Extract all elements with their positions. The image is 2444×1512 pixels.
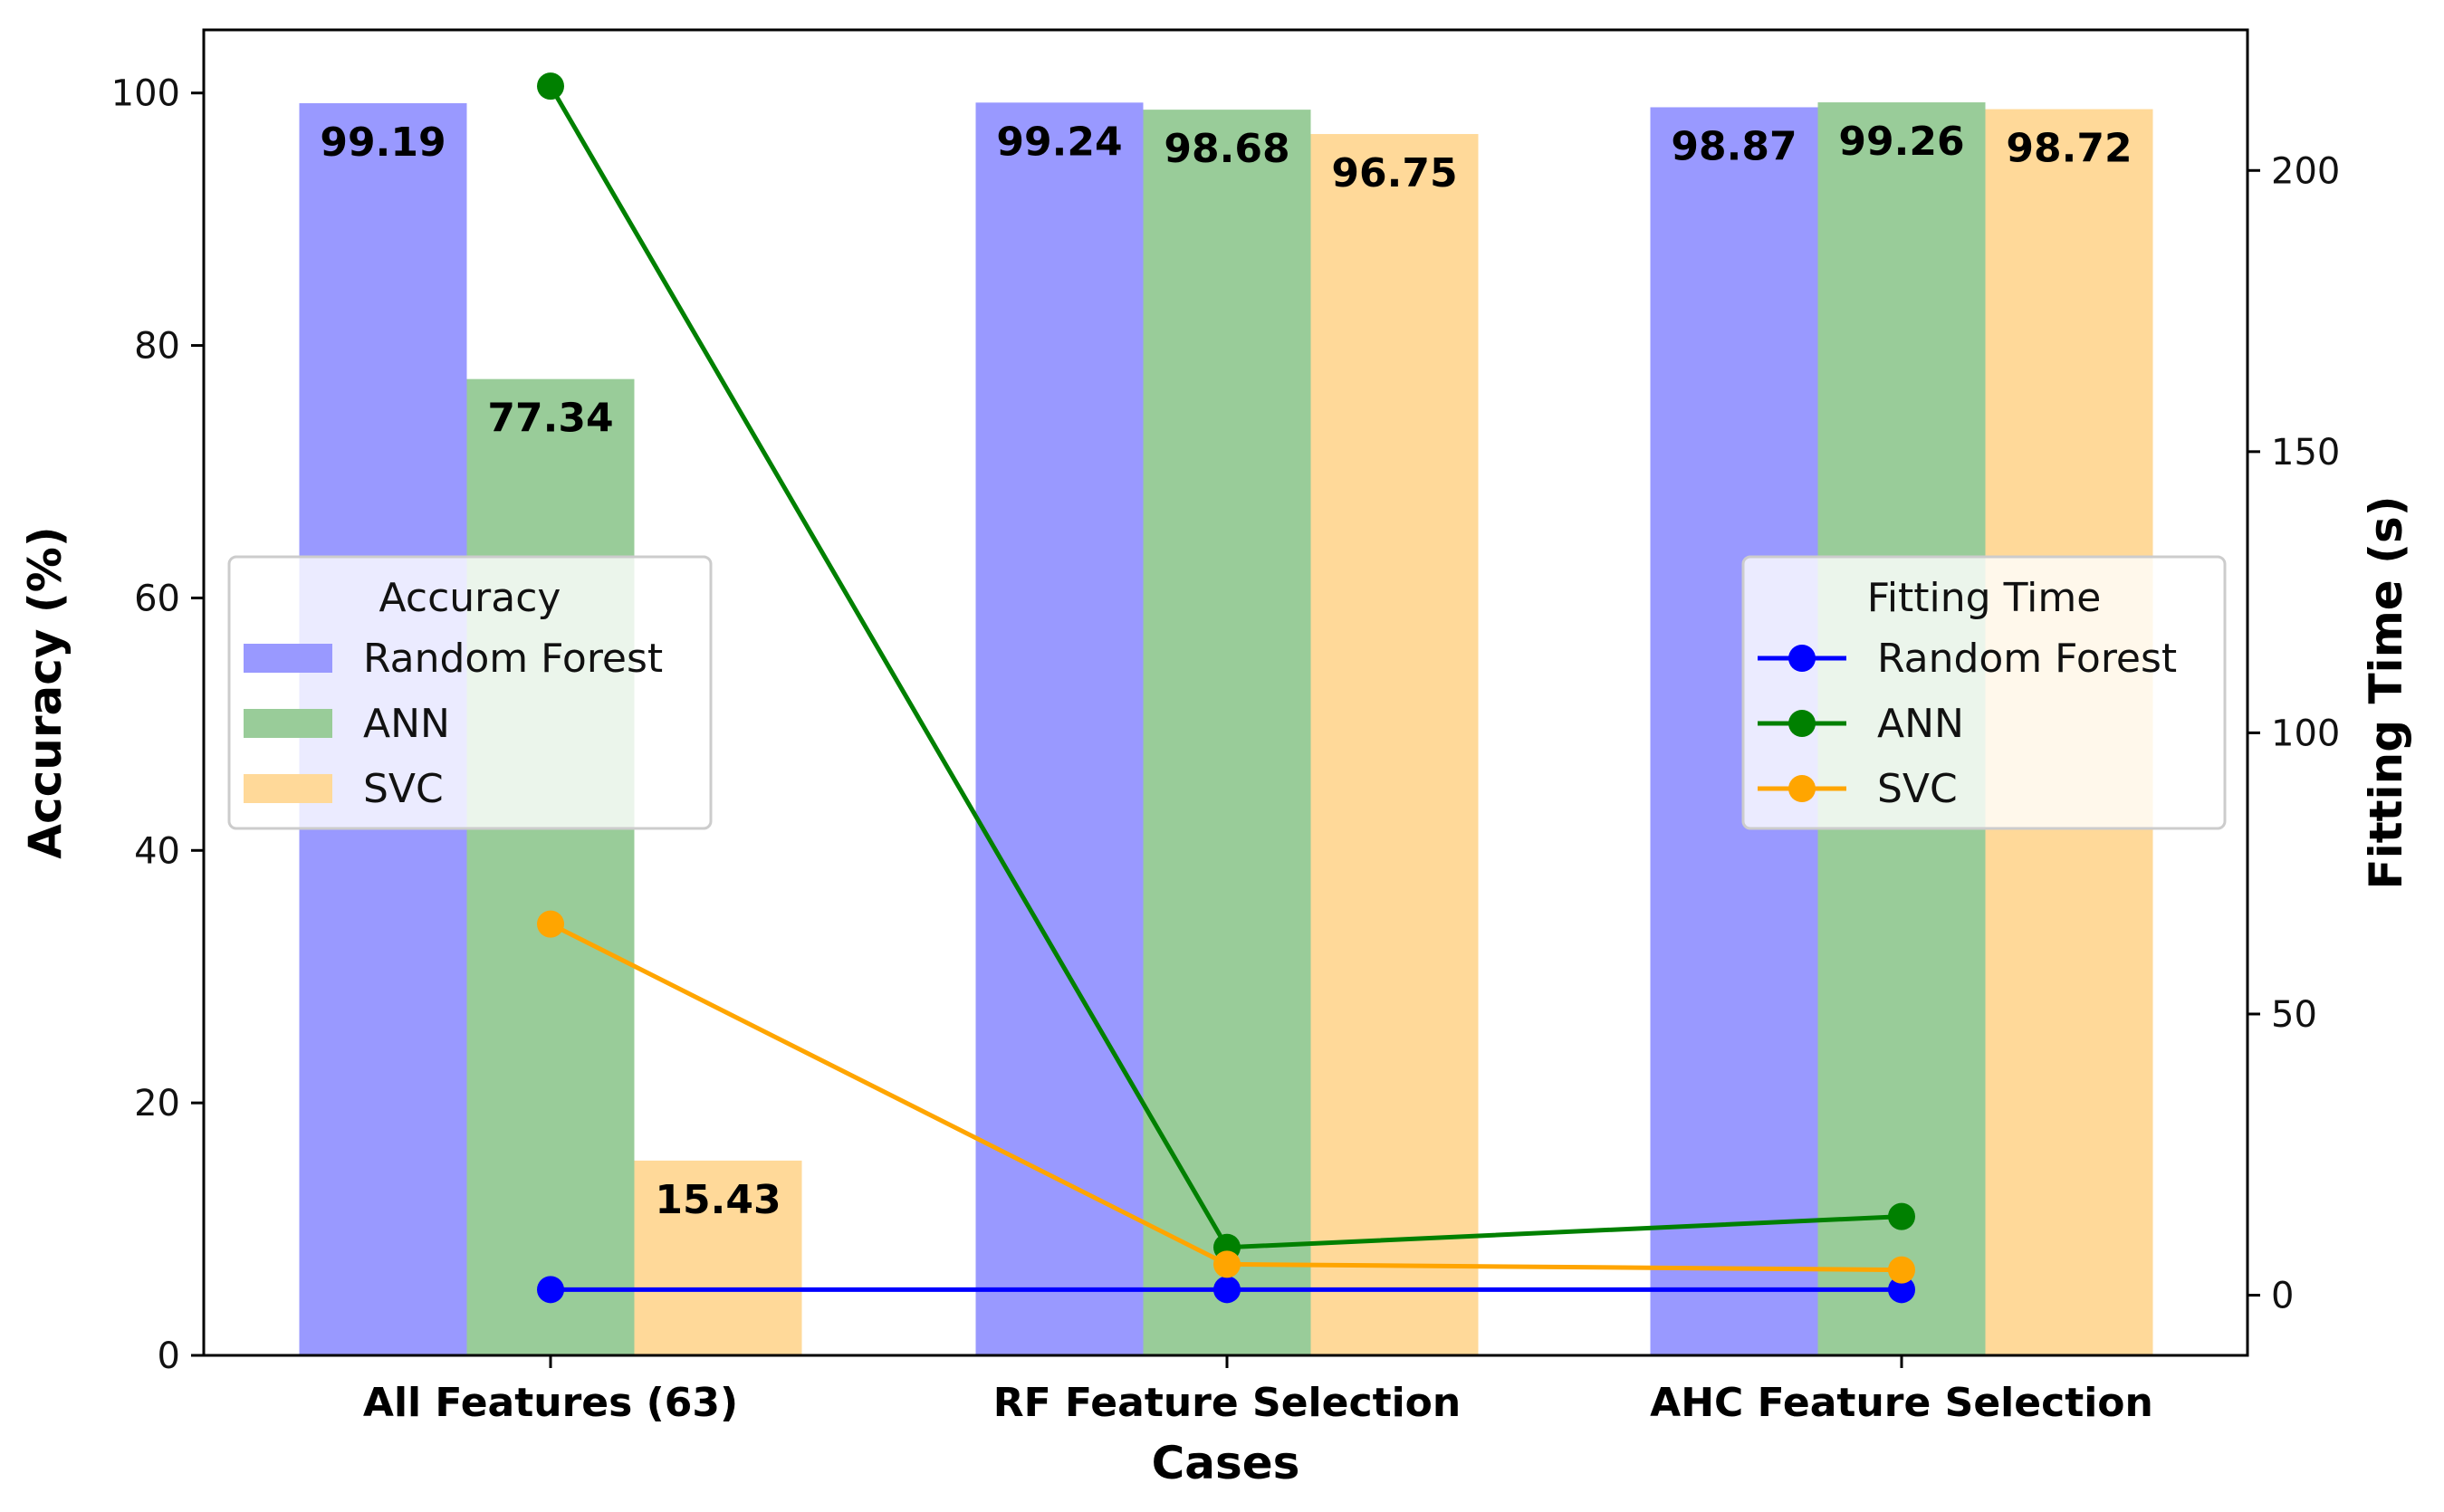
legend-time-marker-svc bbox=[1788, 775, 1816, 802]
bar-svc-2 bbox=[1310, 134, 1479, 1355]
legend-acc-label-random-forest: Random Forest bbox=[363, 636, 663, 682]
right-axis-label: Fitting Time (s) bbox=[2360, 495, 2412, 889]
legend-time-label-svc: SVC bbox=[1877, 766, 1958, 812]
right-tick-label-50: 50 bbox=[2271, 994, 2317, 1036]
legend-time-marker-random-forest bbox=[1788, 645, 1816, 672]
left-tick-label-20: 20 bbox=[134, 1083, 180, 1124]
right-y-axis: 0 50 100 150 200 bbox=[2248, 150, 2340, 1317]
left-y-axis: 0 20 40 60 80 100 bbox=[111, 73, 204, 1377]
left-tick-label-60: 60 bbox=[134, 578, 180, 619]
right-tick-label-0: 0 bbox=[2271, 1276, 2294, 1317]
data-label-random-forest-2: 99.24 bbox=[996, 119, 1122, 165]
x-axis-label: Cases bbox=[1152, 1437, 1300, 1489]
data-label-svc-1: 15.43 bbox=[655, 1177, 781, 1223]
left-tick-label-80: 80 bbox=[134, 326, 180, 368]
legend-acc-label-svc: SVC bbox=[363, 766, 444, 812]
legend-time-title: Fitting Time bbox=[1867, 575, 2102, 621]
left-axis-label: Accuracy (%) bbox=[19, 526, 72, 858]
point-random-forest-1 bbox=[537, 1276, 564, 1304]
legend-acc-frame bbox=[227, 555, 713, 830]
left-tick-label-100: 100 bbox=[111, 73, 180, 115]
point-random-forest-2 bbox=[1213, 1276, 1241, 1304]
legend-acc-swatch-svc bbox=[244, 774, 332, 803]
point-svc-2 bbox=[1213, 1250, 1241, 1278]
legend-acc-title: Accuracy bbox=[379, 575, 561, 621]
data-label-svc-3: 98.72 bbox=[2006, 126, 2132, 172]
right-tick-label-100: 100 bbox=[2271, 713, 2340, 754]
right-tick-label-150: 150 bbox=[2271, 432, 2340, 474]
data-label-ann-2: 98.68 bbox=[1164, 126, 1289, 172]
data-label-ann-1: 77.34 bbox=[487, 396, 613, 442]
legend-time-label-random-forest: Random Forest bbox=[1877, 636, 2177, 682]
data-label-ann-3: 99.26 bbox=[1838, 119, 1964, 165]
lines-layer bbox=[537, 72, 1915, 1304]
point-svc-3 bbox=[1888, 1256, 1915, 1284]
bar-ann-2 bbox=[1143, 110, 1311, 1355]
bar-random-forest-2 bbox=[975, 102, 1144, 1355]
legend-acc-swatch-ann bbox=[244, 709, 332, 738]
point-ann-1 bbox=[537, 72, 564, 100]
x-axis: All Features (63) RF Feature Selection AHC… bbox=[363, 1355, 2153, 1426]
legend-acc-label-ann: ANN bbox=[363, 701, 450, 747]
left-tick-label-0: 0 bbox=[158, 1335, 180, 1377]
fitting-time-legend: Fitting Time Random Forest ANN SVC bbox=[1741, 555, 2227, 830]
x-tick-label-2: RF Feature Selection bbox=[993, 1380, 1461, 1426]
x-tick-label-1: All Features (63) bbox=[363, 1380, 738, 1426]
x-tick-label-3: AHC Feature Selection bbox=[1650, 1380, 2153, 1426]
bar-ann-1 bbox=[466, 378, 635, 1355]
data-labels-layer: 99.19 99.24 98.87 77.34 98.68 99.26 15.43 96.75… bbox=[320, 119, 2132, 1223]
point-svc-1 bbox=[537, 910, 564, 938]
bar-svc-1 bbox=[634, 1160, 802, 1355]
legend-acc-swatch-random-forest bbox=[244, 644, 332, 673]
legend-time-label-ann: ANN bbox=[1877, 701, 1964, 747]
right-tick-label-200: 200 bbox=[2271, 150, 2340, 192]
data-label-random-forest-3: 98.87 bbox=[1671, 123, 1797, 169]
legend-time-marker-ann bbox=[1788, 710, 1816, 737]
data-label-svc-2: 96.75 bbox=[1331, 150, 1457, 196]
point-ann-3 bbox=[1888, 1202, 1915, 1230]
left-tick-label-40: 40 bbox=[134, 830, 180, 872]
accuracy-legend: Accuracy Random Forest ANN SVC bbox=[227, 555, 713, 830]
legend-time-frame bbox=[1741, 555, 2227, 830]
point-random-forest-3 bbox=[1888, 1276, 1915, 1304]
data-label-random-forest-1: 99.19 bbox=[320, 120, 446, 166]
